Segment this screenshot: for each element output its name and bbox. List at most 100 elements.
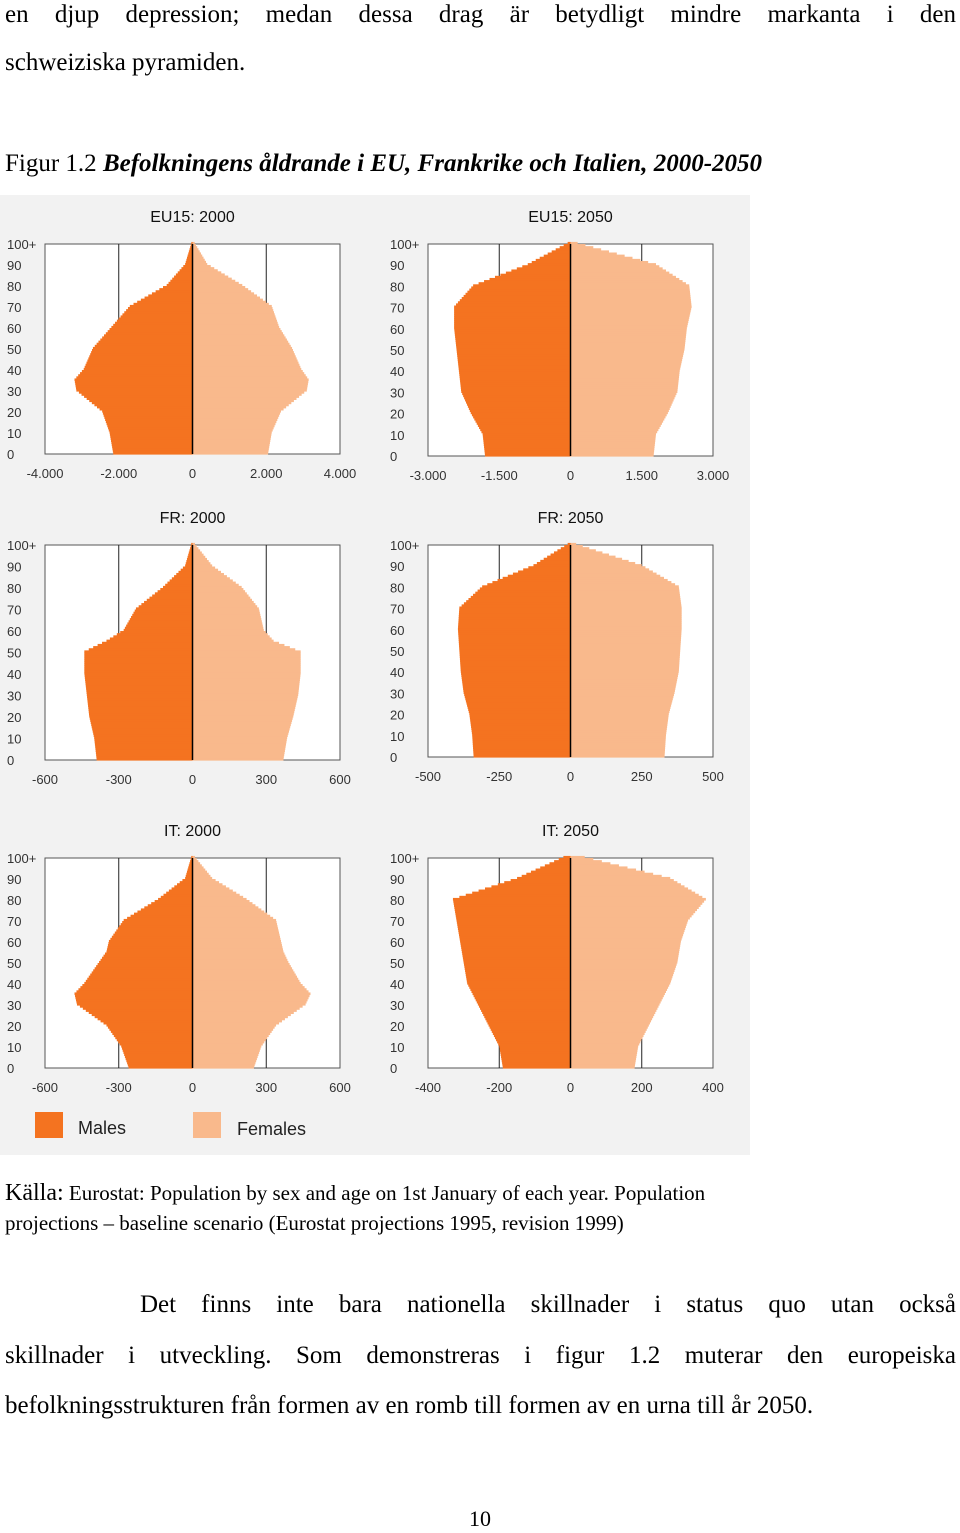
male-bar <box>178 570 193 574</box>
female-bar <box>570 392 677 396</box>
female-bar <box>192 1049 260 1052</box>
male-bar <box>86 689 193 692</box>
male-bar <box>89 714 193 718</box>
male-bar <box>89 712 193 716</box>
male-bar <box>158 897 193 901</box>
y-tick-label: 90 <box>7 560 21 575</box>
female-bar <box>192 684 300 688</box>
male-bar <box>474 996 571 1000</box>
female-bar <box>570 419 664 423</box>
y-tick-label: 90 <box>7 872 21 887</box>
male-bar <box>103 414 193 417</box>
male-bar <box>481 430 571 434</box>
female-bar <box>570 1038 642 1042</box>
male-bar <box>188 250 193 253</box>
female-bar <box>192 923 278 926</box>
male-bar <box>481 1009 571 1012</box>
female-bar <box>570 1036 643 1040</box>
male-bar <box>111 439 193 442</box>
male-bar <box>493 1034 571 1038</box>
female-bar <box>192 447 269 451</box>
female-bar <box>192 1002 306 1006</box>
female-bar <box>192 729 289 733</box>
male-bar <box>459 373 571 377</box>
female-bar <box>192 971 295 975</box>
male-bar <box>97 963 193 966</box>
male-bar <box>155 290 193 293</box>
population-pyramids-figure: EU15: 2000 100+ 90 80 70 60 50 40 30 20 10 0 -4.000 -… <box>0 195 750 1155</box>
female-bar <box>570 390 678 393</box>
female-bar <box>570 337 686 340</box>
female-bar <box>192 723 291 727</box>
male-bar <box>129 304 193 308</box>
male-bar <box>453 900 571 903</box>
male-bar <box>465 398 571 402</box>
male-bar <box>181 267 193 270</box>
male-bar <box>456 918 571 922</box>
male-bar <box>90 721 193 725</box>
male-bar <box>84 674 193 677</box>
female-bar <box>570 748 665 752</box>
male-bar <box>472 744 571 747</box>
female-bar <box>192 405 287 409</box>
female-bar <box>192 321 278 325</box>
male-bar <box>564 545 571 548</box>
female-bar <box>192 646 290 649</box>
male-bar <box>133 611 193 615</box>
female-bar <box>570 902 703 905</box>
female-bar <box>192 933 280 937</box>
male-bar <box>88 357 193 361</box>
male-bar <box>107 424 193 428</box>
male-bar <box>94 344 193 348</box>
male-bar <box>459 937 571 941</box>
female-bar <box>570 697 673 701</box>
female-bar <box>570 1040 641 1044</box>
female-bar <box>192 600 254 604</box>
male-bar <box>187 256 193 260</box>
male-bar <box>469 714 571 718</box>
male-bar <box>453 902 571 905</box>
male-bar <box>134 609 193 613</box>
male-bar <box>458 619 571 622</box>
male-bar <box>483 441 571 444</box>
male-bar <box>454 904 571 907</box>
female-bar <box>570 246 594 249</box>
female-bar <box>570 551 603 555</box>
male-bar <box>132 613 193 617</box>
male-bar <box>100 1019 193 1023</box>
male-bar <box>81 370 193 373</box>
female-bar <box>192 613 261 617</box>
female-bar <box>570 933 684 937</box>
female-bar <box>570 322 688 326</box>
female-bar <box>570 303 692 307</box>
male-bar <box>456 916 571 920</box>
male-bar <box>458 933 571 937</box>
female-bar <box>570 720 668 724</box>
male-bar <box>88 706 193 709</box>
female-bar <box>192 986 305 989</box>
male-bar <box>458 931 571 935</box>
male-bar <box>459 648 571 652</box>
female-bar <box>570 731 667 735</box>
female-bar <box>192 744 286 748</box>
female-bar <box>570 706 671 709</box>
male-bar <box>123 1051 193 1054</box>
male-bar <box>92 346 193 350</box>
male-bar <box>479 426 571 430</box>
female-bar <box>192 864 202 867</box>
female-bar <box>192 1042 263 1046</box>
male-bar <box>483 1013 571 1017</box>
female-bar <box>570 424 661 427</box>
male-bar <box>82 984 193 987</box>
male-bar <box>462 956 571 960</box>
female-bar <box>192 376 308 379</box>
male-bar <box>123 918 193 922</box>
male-bar <box>458 621 571 625</box>
y-tick-label: 0 <box>390 449 397 464</box>
female-bar <box>192 682 300 686</box>
male-bar <box>454 330 571 334</box>
male-bar <box>96 753 193 757</box>
male-bar <box>563 855 571 859</box>
female-bar <box>192 680 300 684</box>
male-bar <box>464 967 571 970</box>
